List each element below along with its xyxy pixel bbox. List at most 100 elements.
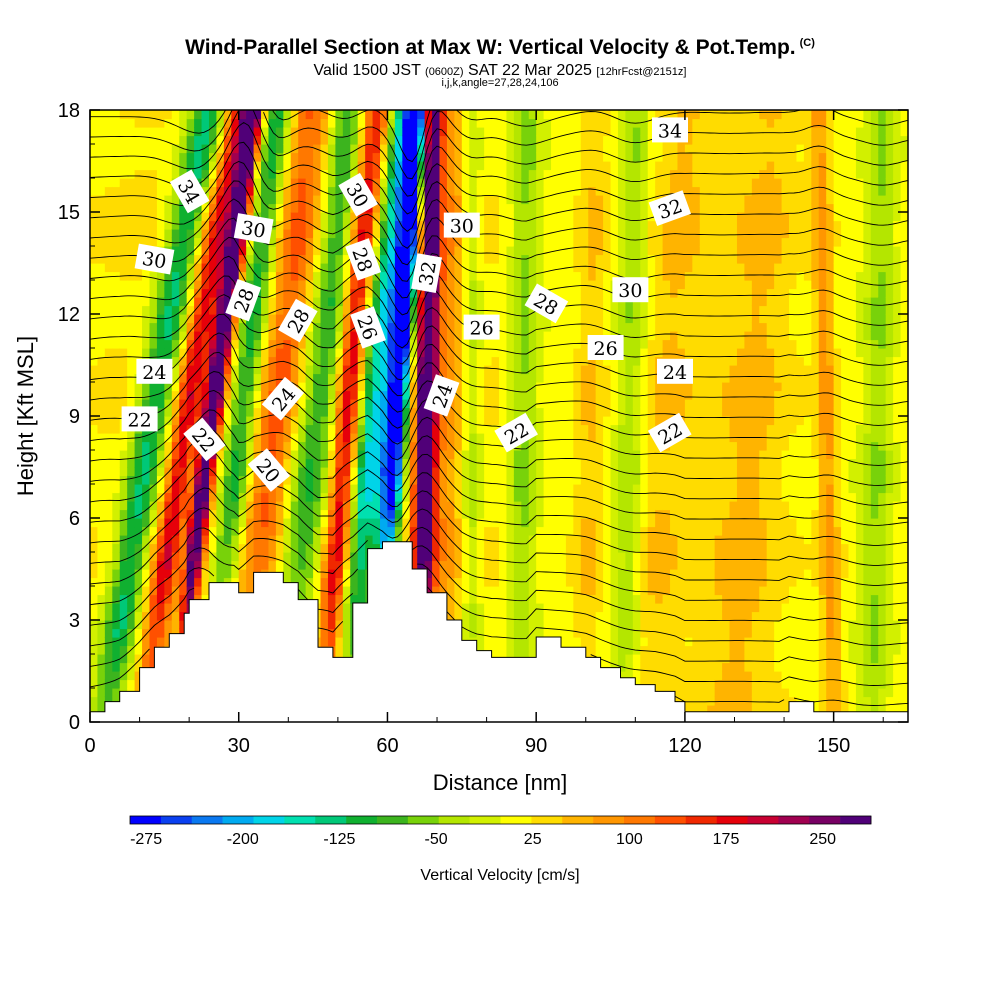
w-cell xyxy=(402,237,411,247)
w-cell xyxy=(424,365,433,375)
w-cell xyxy=(350,110,359,120)
w-cell xyxy=(305,390,314,400)
w-cell xyxy=(104,543,113,553)
w-cell xyxy=(194,220,203,230)
w-cell xyxy=(484,526,493,536)
w-cell xyxy=(573,314,582,324)
w-cell xyxy=(543,212,552,222)
w-cell xyxy=(216,450,225,460)
w-cell xyxy=(186,526,195,536)
w-cell xyxy=(194,144,203,154)
w-cell xyxy=(521,271,530,281)
w-cell xyxy=(156,501,165,511)
w-cell xyxy=(156,433,165,443)
w-cell xyxy=(432,237,441,247)
w-cell xyxy=(528,212,537,222)
w-cell xyxy=(253,110,262,120)
w-cell xyxy=(469,263,478,273)
w-cell xyxy=(231,178,240,188)
w-cell xyxy=(320,416,329,426)
w-cell xyxy=(179,424,188,434)
w-cell xyxy=(238,441,247,451)
w-cell xyxy=(216,118,225,128)
w-cell xyxy=(491,467,500,477)
w-cell xyxy=(335,407,344,417)
w-cell xyxy=(484,382,493,392)
w-cell xyxy=(268,263,277,273)
w-cell xyxy=(543,475,552,485)
w-cell xyxy=(298,110,307,120)
w-cell xyxy=(164,620,173,630)
w-cell xyxy=(231,569,240,579)
w-cell xyxy=(231,110,240,120)
w-cell xyxy=(134,152,143,162)
w-cell xyxy=(484,220,493,230)
w-cell xyxy=(342,535,351,545)
w-cell xyxy=(499,526,508,536)
w-cell xyxy=(298,237,307,247)
w-cell xyxy=(595,628,604,638)
w-cell xyxy=(313,586,322,596)
w-cell xyxy=(521,509,530,519)
w-cell xyxy=(164,637,173,647)
w-cell xyxy=(194,152,203,162)
w-cell xyxy=(543,416,552,426)
w-cell xyxy=(253,237,262,247)
w-cell xyxy=(446,373,455,383)
w-cell xyxy=(127,186,136,196)
w-cell xyxy=(112,356,121,366)
w-cell xyxy=(164,433,173,443)
w-cell xyxy=(402,127,411,137)
w-cell xyxy=(142,297,151,307)
w-cell xyxy=(320,560,329,570)
w-cell xyxy=(417,467,426,477)
w-cell xyxy=(565,620,574,630)
w-cell xyxy=(506,399,515,409)
w-cell xyxy=(476,110,485,120)
w-cell xyxy=(521,220,530,230)
w-cell xyxy=(350,509,359,519)
w-cell xyxy=(97,586,106,596)
w-cell xyxy=(223,450,232,460)
w-cell xyxy=(127,620,136,630)
w-cell xyxy=(90,671,99,681)
w-cell xyxy=(439,144,448,154)
w-cell xyxy=(320,628,329,638)
w-cell xyxy=(454,450,463,460)
w-cell xyxy=(171,407,180,417)
w-cell xyxy=(372,169,381,179)
w-cell xyxy=(305,382,314,392)
w-cell xyxy=(335,424,344,434)
w-cell xyxy=(372,501,381,511)
w-cell xyxy=(305,110,314,120)
w-cell xyxy=(528,475,537,485)
w-cell xyxy=(201,509,210,519)
w-cell xyxy=(208,348,218,358)
w-cell xyxy=(595,416,604,426)
w-cell xyxy=(402,492,411,502)
w-cell xyxy=(461,271,470,281)
w-cell xyxy=(409,331,418,341)
w-cell xyxy=(223,297,232,307)
w-cell xyxy=(439,467,448,477)
w-cell xyxy=(142,161,151,171)
w-cell xyxy=(372,135,381,145)
w-cell xyxy=(208,501,218,511)
w-cell xyxy=(491,178,500,188)
w-cell xyxy=(90,586,99,596)
w-cell xyxy=(283,535,292,545)
w-cell xyxy=(446,195,455,205)
w-cell xyxy=(194,263,203,273)
w-cell xyxy=(513,492,522,502)
w-cell xyxy=(261,263,270,273)
w-cell xyxy=(424,339,433,349)
w-cell xyxy=(387,110,396,120)
w-cell xyxy=(365,492,374,502)
w-cell xyxy=(149,467,158,477)
w-cell xyxy=(283,280,292,290)
w-cell xyxy=(551,373,560,383)
w-cell xyxy=(357,348,366,358)
w-cell xyxy=(283,484,292,494)
w-cell xyxy=(469,118,478,128)
w-cell xyxy=(90,475,99,485)
